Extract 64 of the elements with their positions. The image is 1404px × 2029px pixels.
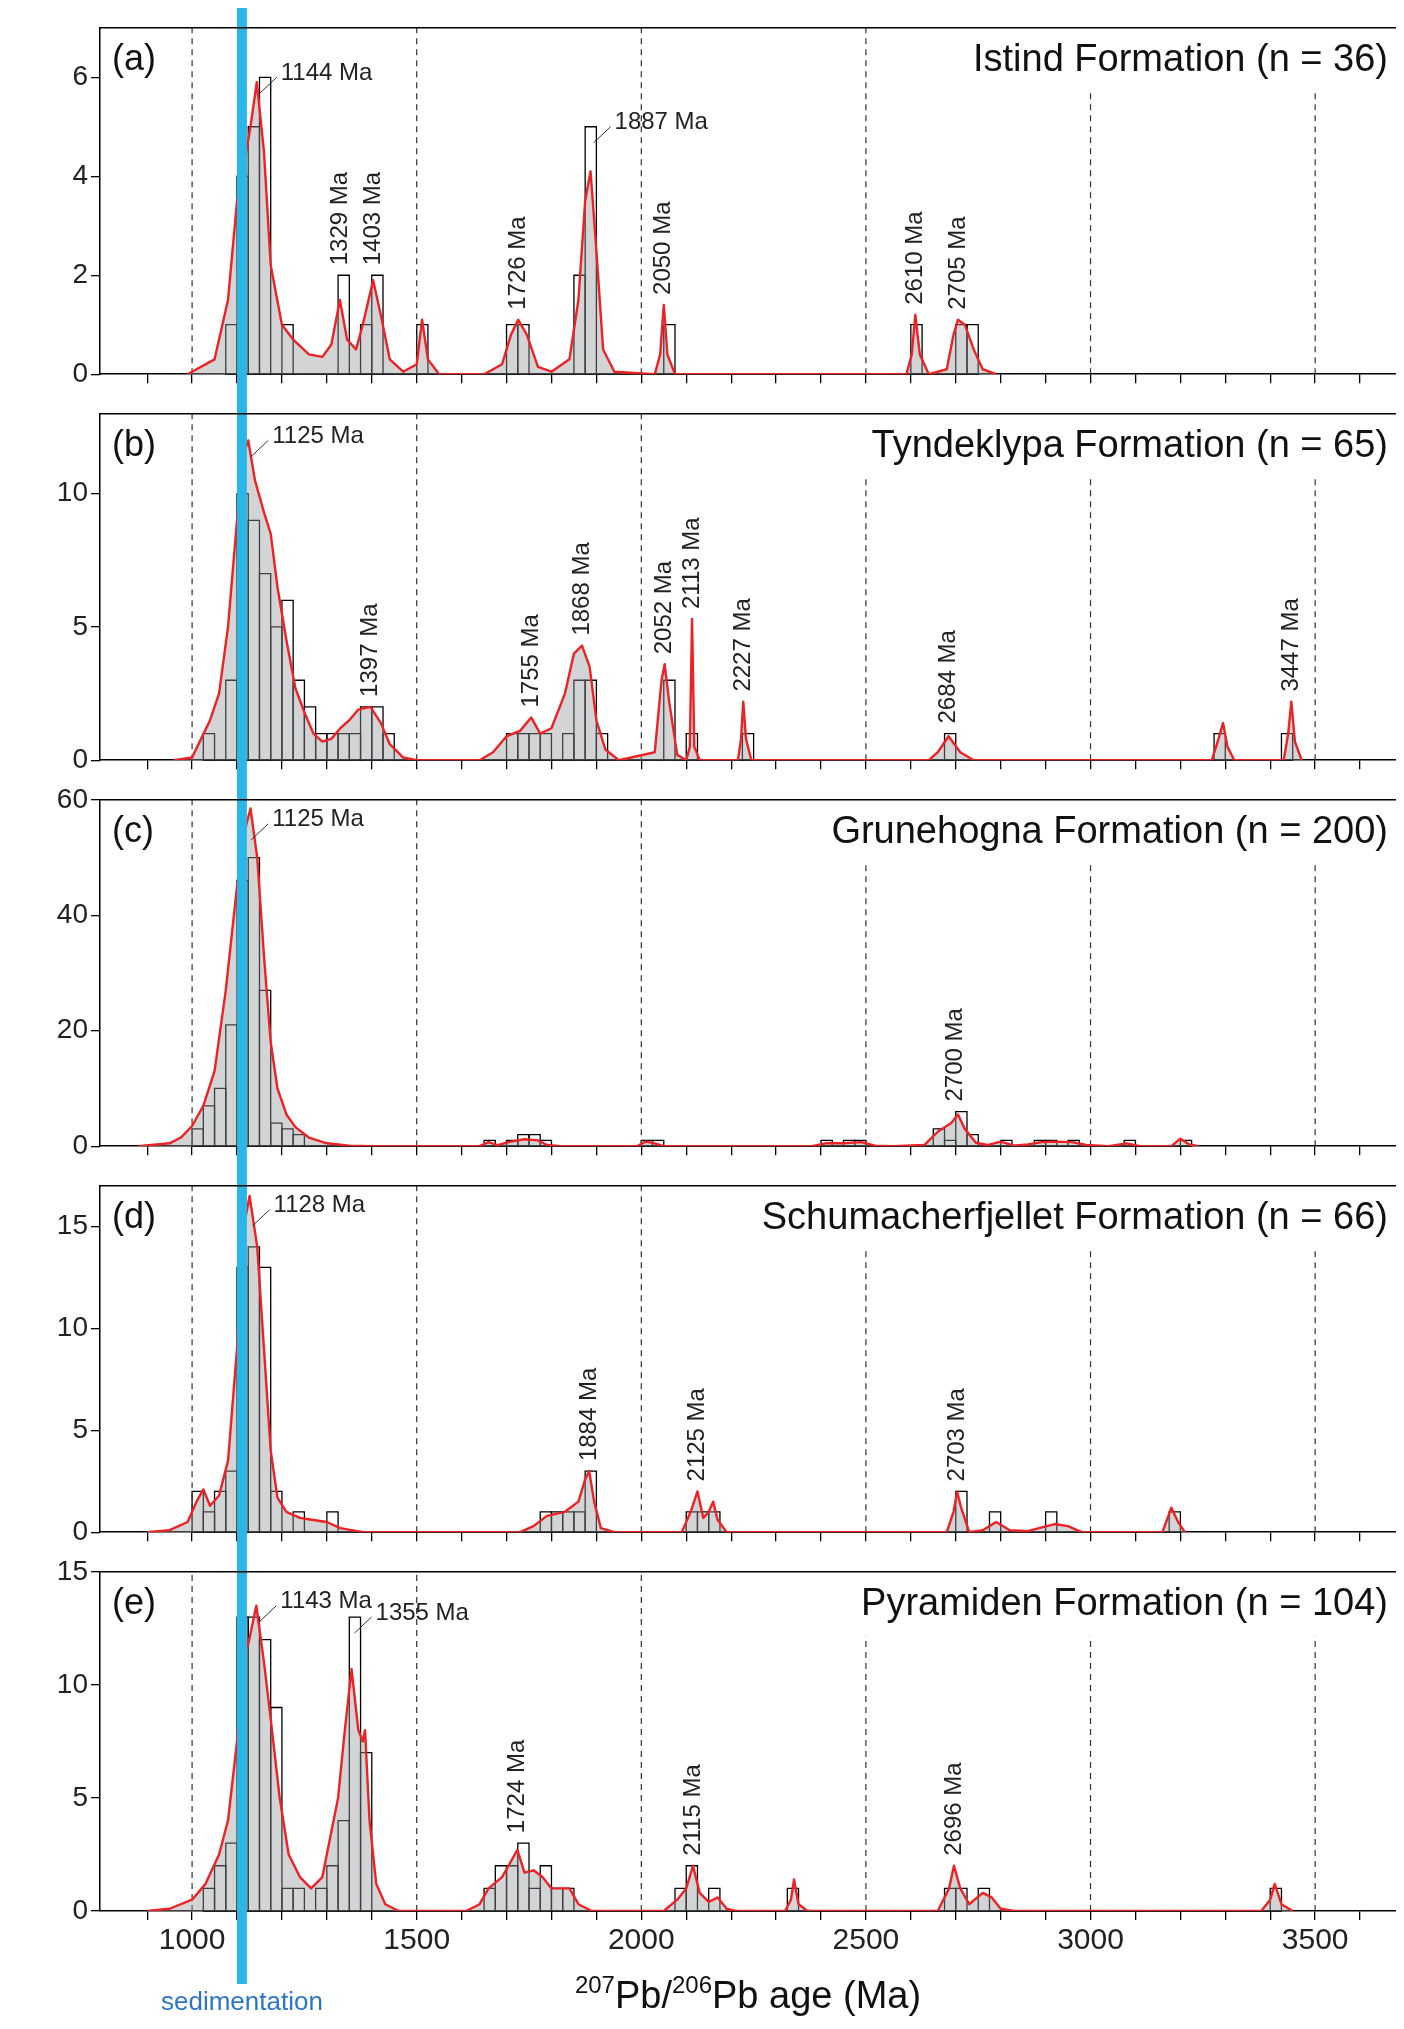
annotation: 2610 Ma <box>899 210 927 305</box>
annotation: 2052 Ma <box>649 560 677 655</box>
annotation: (d) <box>112 1194 156 1236</box>
annotation: 1755 Ma <box>515 613 543 708</box>
annotation: 1884 Ma <box>573 1367 601 1462</box>
annotation: 2700 Ma <box>940 1007 968 1102</box>
chart-title: Schumacherfjellet Formation (n = 66) <box>761 1195 1388 1238</box>
chart-title: Istind Formation (n = 36) <box>972 37 1388 80</box>
annotation: 2703 Ma <box>941 1387 969 1482</box>
chart-title: Pyramiden Formation (n = 104) <box>861 1581 1388 1624</box>
x-tick-label: 3500 <box>1281 1922 1349 1956</box>
y-tick-label: 15 <box>56 1554 88 1586</box>
annotation: 2696 Ma <box>938 1761 966 1856</box>
y-tick-label: 0 <box>72 742 88 774</box>
annotation: 1125 Ma <box>272 421 365 449</box>
annotation: 1329 Ma <box>324 171 352 266</box>
annotation: (b) <box>112 422 156 464</box>
annotation: 1144 Ma <box>280 57 374 85</box>
annotation: (e) <box>112 1580 156 1622</box>
y-tick-label: 0 <box>72 356 88 388</box>
y-tick-label: 40 <box>56 897 88 929</box>
annotation: 1355 Ma <box>375 1597 470 1625</box>
annotation: 2684 Ma <box>933 629 961 724</box>
y-tick-label: 20 <box>56 1013 88 1045</box>
y-tick-label: 0 <box>72 1893 88 1925</box>
annotation: 1125 Ma <box>272 804 365 832</box>
band-label: sedimentation <box>161 1986 323 2017</box>
y-tick-label: 0 <box>72 1514 88 1546</box>
y-tick-label: 5 <box>72 1413 88 1445</box>
annotation: 2115 Ma <box>677 1763 705 1856</box>
annotation: 1868 Ma <box>566 541 594 636</box>
annotation: 1726 Ma <box>502 215 530 310</box>
y-tick-label: 10 <box>56 476 88 508</box>
x-tick-label: 2500 <box>832 1922 900 1956</box>
y-tick-label: 10 <box>56 1667 88 1699</box>
annotation: (a) <box>112 36 156 78</box>
y-tick-label: 5 <box>72 609 88 641</box>
annotation: 2125 Ma <box>682 1387 710 1482</box>
annotation: (c) <box>112 808 154 850</box>
y-tick-label: 60 <box>56 782 88 814</box>
y-tick-label: 6 <box>72 60 88 91</box>
chart-title: Grunehogna Formation (n = 200) <box>831 809 1388 852</box>
annotation: 2113 Ma <box>676 516 704 609</box>
annotation: 1403 Ma <box>357 171 385 266</box>
y-tick-label: 4 <box>72 158 88 190</box>
x-tick-label: 1500 <box>383 1922 451 1956</box>
annotation: 1887 Ma <box>614 107 709 135</box>
annotation: 2705 Ma <box>942 215 970 310</box>
y-tick-label: 10 <box>56 1311 88 1343</box>
x-tick-label: 1000 <box>158 1922 226 1956</box>
annotation: 1128 Ma <box>273 1190 366 1218</box>
chart-title: Tyndeklypa Formation (n = 65) <box>871 423 1388 466</box>
x-tick-label: 3000 <box>1057 1922 1124 1956</box>
annotation: 1143 Ma <box>280 1586 373 1614</box>
annotation: 2227 Ma <box>727 597 755 692</box>
x-tick-label: 2000 <box>607 1922 675 1956</box>
annotation: 1397 Ma <box>355 602 383 697</box>
y-tick-label: 15 <box>56 1209 88 1241</box>
y-tick-label: 2 <box>72 257 88 289</box>
y-tick-label: 5 <box>72 1780 88 1812</box>
annotation: 1724 Ma <box>501 1739 529 1834</box>
y-tick-label: 0 <box>72 1128 88 1160</box>
annotation: 3447 Ma <box>1275 597 1303 692</box>
annotation: 2050 Ma <box>648 200 676 295</box>
